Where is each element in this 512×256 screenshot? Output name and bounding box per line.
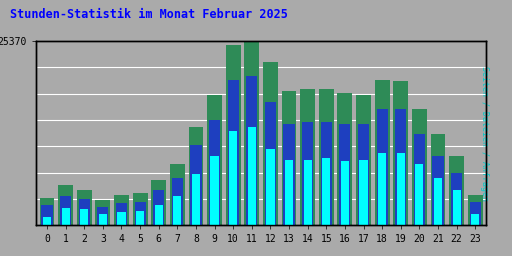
Bar xyxy=(414,134,425,225)
Bar xyxy=(393,81,408,225)
Bar xyxy=(133,193,147,225)
Bar xyxy=(190,145,202,225)
Bar xyxy=(358,124,369,225)
Bar xyxy=(58,185,73,225)
Bar xyxy=(375,80,390,225)
Bar xyxy=(433,156,443,225)
Bar xyxy=(60,196,71,225)
Bar xyxy=(471,214,479,225)
Bar xyxy=(192,174,200,225)
Bar xyxy=(209,120,220,225)
Bar xyxy=(263,62,278,225)
Bar xyxy=(434,178,442,225)
Bar xyxy=(397,153,405,225)
Bar xyxy=(99,214,107,225)
Bar xyxy=(39,198,54,225)
Bar xyxy=(378,153,386,225)
Bar xyxy=(284,124,294,225)
Bar xyxy=(229,131,237,225)
Bar xyxy=(117,212,125,225)
Bar xyxy=(170,164,185,225)
Bar xyxy=(451,173,462,225)
Bar xyxy=(172,178,183,225)
Bar xyxy=(282,91,296,225)
Bar xyxy=(79,199,90,225)
Bar xyxy=(321,122,332,225)
Bar xyxy=(468,195,483,225)
Bar xyxy=(210,156,219,225)
Bar xyxy=(244,41,259,225)
Bar xyxy=(376,109,388,225)
Bar xyxy=(114,195,129,225)
Bar xyxy=(207,94,222,225)
Bar xyxy=(300,89,315,225)
Bar xyxy=(77,190,92,225)
Bar xyxy=(265,102,276,225)
Bar xyxy=(136,211,144,225)
Bar xyxy=(319,89,334,225)
Bar xyxy=(395,109,407,225)
Bar xyxy=(155,205,163,225)
Bar xyxy=(188,127,203,225)
Text: Stunden-Statistik im Monat Februar 2025: Stunden-Statistik im Monat Februar 2025 xyxy=(10,8,288,21)
Bar xyxy=(415,164,423,225)
Bar xyxy=(449,156,464,225)
Bar xyxy=(80,209,89,225)
Bar xyxy=(246,76,258,225)
Bar xyxy=(302,122,313,225)
Bar xyxy=(41,205,53,225)
Bar xyxy=(470,202,481,225)
Bar xyxy=(135,202,146,225)
Bar xyxy=(341,161,349,225)
Bar xyxy=(173,196,181,225)
Bar xyxy=(304,160,312,225)
Bar xyxy=(153,190,164,225)
Bar xyxy=(412,109,427,225)
Bar xyxy=(266,149,274,225)
Bar xyxy=(453,190,461,225)
Bar xyxy=(356,94,371,225)
Bar xyxy=(97,207,109,225)
Y-axis label: Seiten / Dateien / Anfragen: Seiten / Dateien / Anfragen xyxy=(480,66,489,201)
Bar xyxy=(228,80,239,225)
Bar xyxy=(226,45,241,225)
Bar xyxy=(285,160,293,225)
Bar xyxy=(116,204,127,225)
Bar xyxy=(322,158,330,225)
Bar xyxy=(359,160,368,225)
Bar xyxy=(95,200,110,225)
Bar xyxy=(337,93,352,225)
Bar xyxy=(248,127,256,225)
Bar xyxy=(339,124,351,225)
Bar xyxy=(61,208,70,225)
Bar xyxy=(431,134,445,225)
Bar xyxy=(43,217,51,225)
Bar xyxy=(151,180,166,225)
